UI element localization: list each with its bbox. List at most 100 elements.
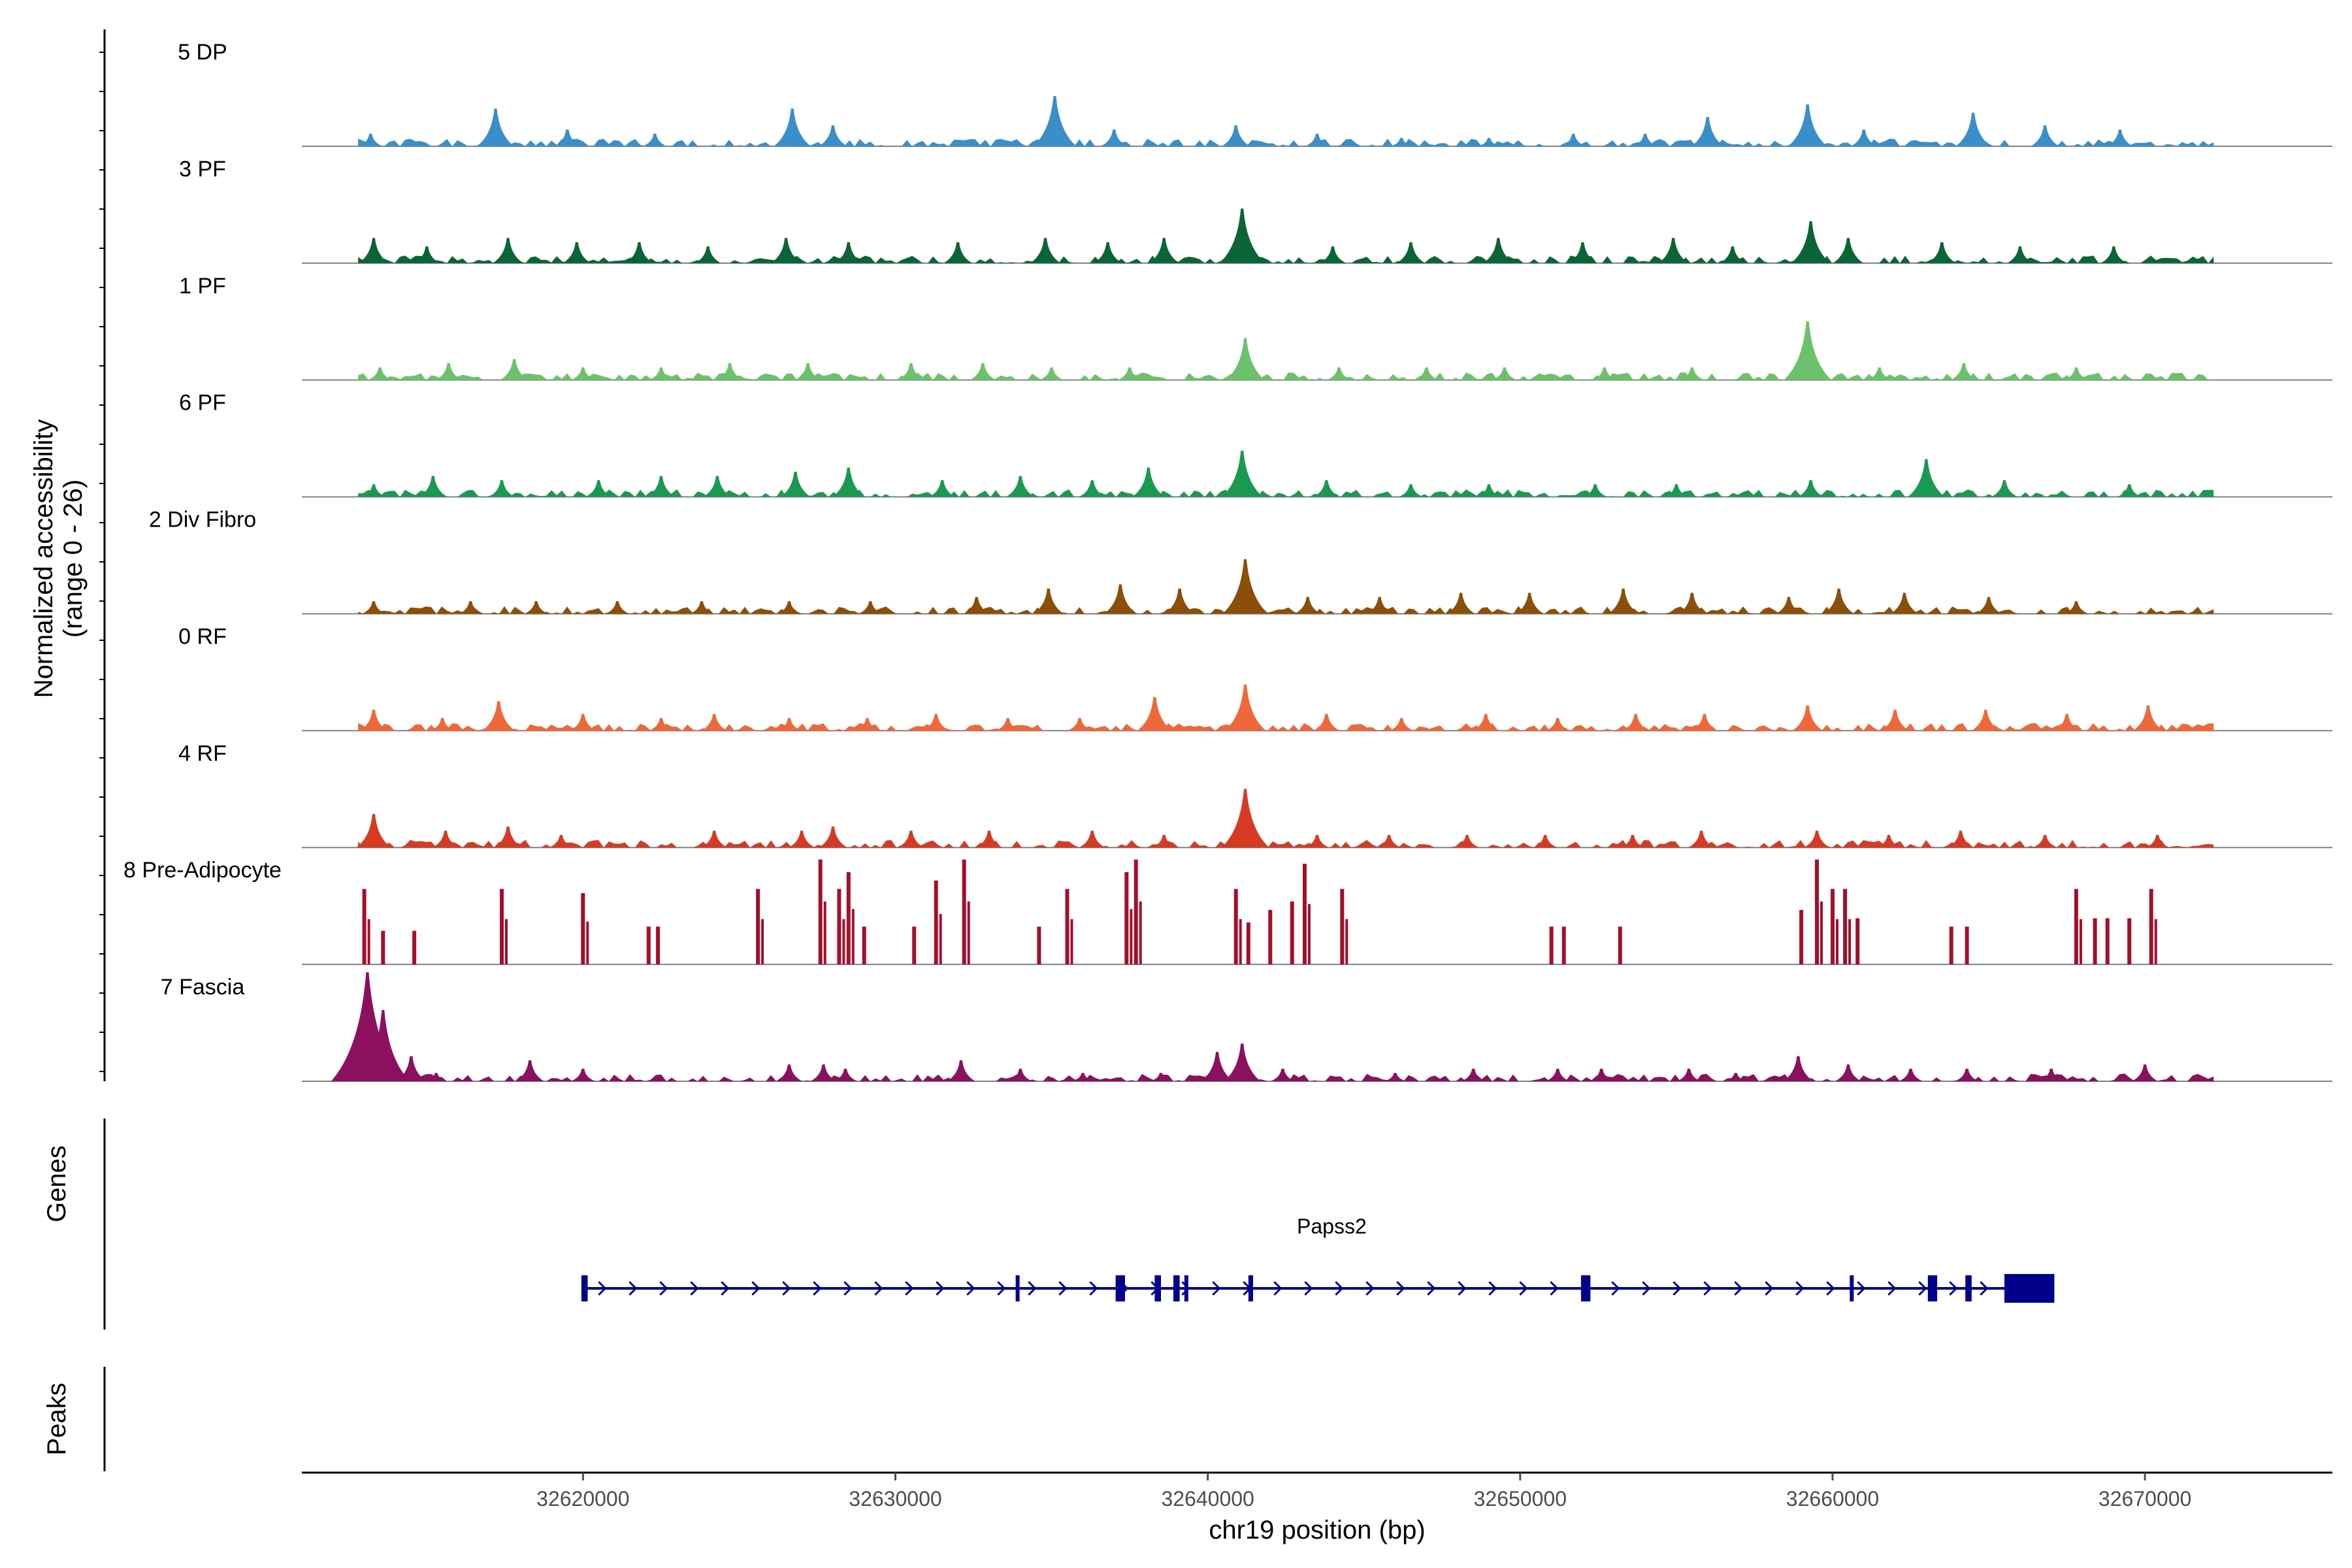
peak-bar bbox=[505, 919, 508, 965]
track-6-pf: 6 PF bbox=[179, 391, 2332, 498]
peak-bar bbox=[1949, 926, 1953, 965]
peak bbox=[1384, 1073, 1407, 1081]
peak bbox=[963, 596, 990, 614]
peak bbox=[1223, 1043, 1261, 1081]
peak bbox=[1132, 467, 1165, 497]
strand-arrow bbox=[1703, 1281, 1712, 1296]
peak bbox=[1414, 367, 1439, 380]
peak-bar bbox=[2149, 889, 2153, 965]
peak bbox=[1389, 718, 1414, 731]
peak-bar bbox=[1843, 889, 1848, 965]
peak bbox=[413, 246, 440, 263]
strand-arrow bbox=[874, 1281, 883, 1296]
peak bbox=[1221, 789, 1269, 848]
peak bbox=[1545, 1068, 1570, 1081]
peak bbox=[1724, 1073, 1747, 1081]
peak-bar bbox=[1831, 889, 1835, 965]
peak bbox=[1067, 718, 1092, 731]
x-tick-label: 32620000 bbox=[536, 1487, 629, 1511]
strand-arrow bbox=[813, 1281, 822, 1296]
x-tick-label: 32660000 bbox=[1786, 1487, 1879, 1511]
strand-arrow bbox=[1826, 1281, 1835, 1296]
strand-arrow bbox=[1734, 1281, 1743, 1296]
peak-bar bbox=[818, 859, 823, 965]
peak bbox=[585, 480, 612, 497]
peak bbox=[1950, 363, 1978, 380]
peak bbox=[361, 601, 386, 614]
exon bbox=[1173, 1275, 1180, 1301]
peak bbox=[1803, 830, 1831, 848]
peak bbox=[1782, 1056, 1814, 1081]
peak bbox=[1482, 238, 1514, 263]
peak bbox=[694, 246, 721, 263]
exon bbox=[581, 1275, 588, 1301]
peak bbox=[356, 813, 391, 848]
x-tick-label: 32650000 bbox=[1474, 1487, 1567, 1511]
track-label: 2 Div Fibro bbox=[149, 508, 256, 532]
track-noise bbox=[358, 139, 2214, 146]
strand-arrow bbox=[629, 1281, 638, 1296]
peak-bar bbox=[756, 889, 760, 965]
peak bbox=[1033, 95, 1077, 146]
peak bbox=[1850, 129, 1878, 146]
peak bbox=[777, 718, 802, 731]
peak bbox=[1093, 242, 1122, 263]
peak bbox=[1908, 459, 1945, 497]
strand-arrow bbox=[936, 1281, 945, 1296]
peak bbox=[1898, 1068, 1923, 1081]
peak bbox=[928, 480, 956, 497]
peak bbox=[1461, 1068, 1486, 1081]
peak bbox=[975, 830, 1003, 848]
peak bbox=[946, 1060, 975, 1081]
peak-bar bbox=[362, 889, 367, 965]
peak bbox=[1472, 713, 1499, 731]
y-axis-ticks bbox=[99, 52, 105, 1072]
peak-bar bbox=[1134, 859, 1138, 965]
peak bbox=[1226, 338, 1266, 380]
peak-bar bbox=[367, 919, 370, 965]
peak bbox=[1592, 367, 1617, 380]
strand-arrow bbox=[843, 1281, 853, 1296]
peaks-panel-label: Peaks bbox=[42, 1382, 71, 1455]
peak bbox=[1005, 476, 1035, 497]
peak-bar bbox=[1290, 901, 1294, 965]
peak-bar bbox=[2074, 889, 2078, 965]
y-axis-title: Normalized accessibility (range 0 - 26) bbox=[29, 419, 88, 698]
peak-bar bbox=[1561, 926, 1566, 965]
track-noise bbox=[358, 723, 2214, 731]
x-axis-title: chr19 position (bp) bbox=[1209, 1516, 1425, 1544]
peak-bar bbox=[823, 901, 826, 965]
track-4-rf: 4 RF bbox=[178, 741, 2332, 849]
peak bbox=[646, 476, 676, 497]
peak bbox=[777, 601, 802, 614]
peak bbox=[818, 826, 847, 848]
peak bbox=[477, 108, 514, 146]
peak bbox=[2117, 484, 2142, 497]
gene-papss2: Papss2 bbox=[581, 1215, 2055, 1303]
x-tick-label: 32630000 bbox=[849, 1487, 941, 1511]
peak-bar bbox=[412, 930, 417, 965]
peak bbox=[1313, 713, 1340, 731]
peak-bar bbox=[2105, 918, 2110, 965]
peak bbox=[1791, 221, 1831, 263]
peak bbox=[1079, 830, 1106, 848]
peak-bar bbox=[581, 893, 585, 965]
exon bbox=[1581, 1275, 1591, 1301]
peak bbox=[689, 601, 714, 614]
peak bbox=[1200, 1052, 1234, 1081]
peak bbox=[1955, 112, 1991, 146]
peak bbox=[716, 363, 743, 380]
peak bbox=[2100, 246, 2127, 263]
peak bbox=[1446, 593, 1475, 614]
peak bbox=[625, 242, 654, 263]
peak bbox=[395, 1056, 427, 1081]
peak-bar bbox=[846, 872, 851, 965]
exon bbox=[1965, 1275, 1972, 1301]
peak bbox=[1664, 484, 1689, 497]
peak bbox=[770, 238, 802, 263]
peak bbox=[1533, 835, 1558, 848]
peak bbox=[700, 713, 728, 731]
peak bbox=[1876, 835, 1901, 848]
peak bbox=[1991, 480, 2018, 497]
exon bbox=[1927, 1275, 1938, 1301]
